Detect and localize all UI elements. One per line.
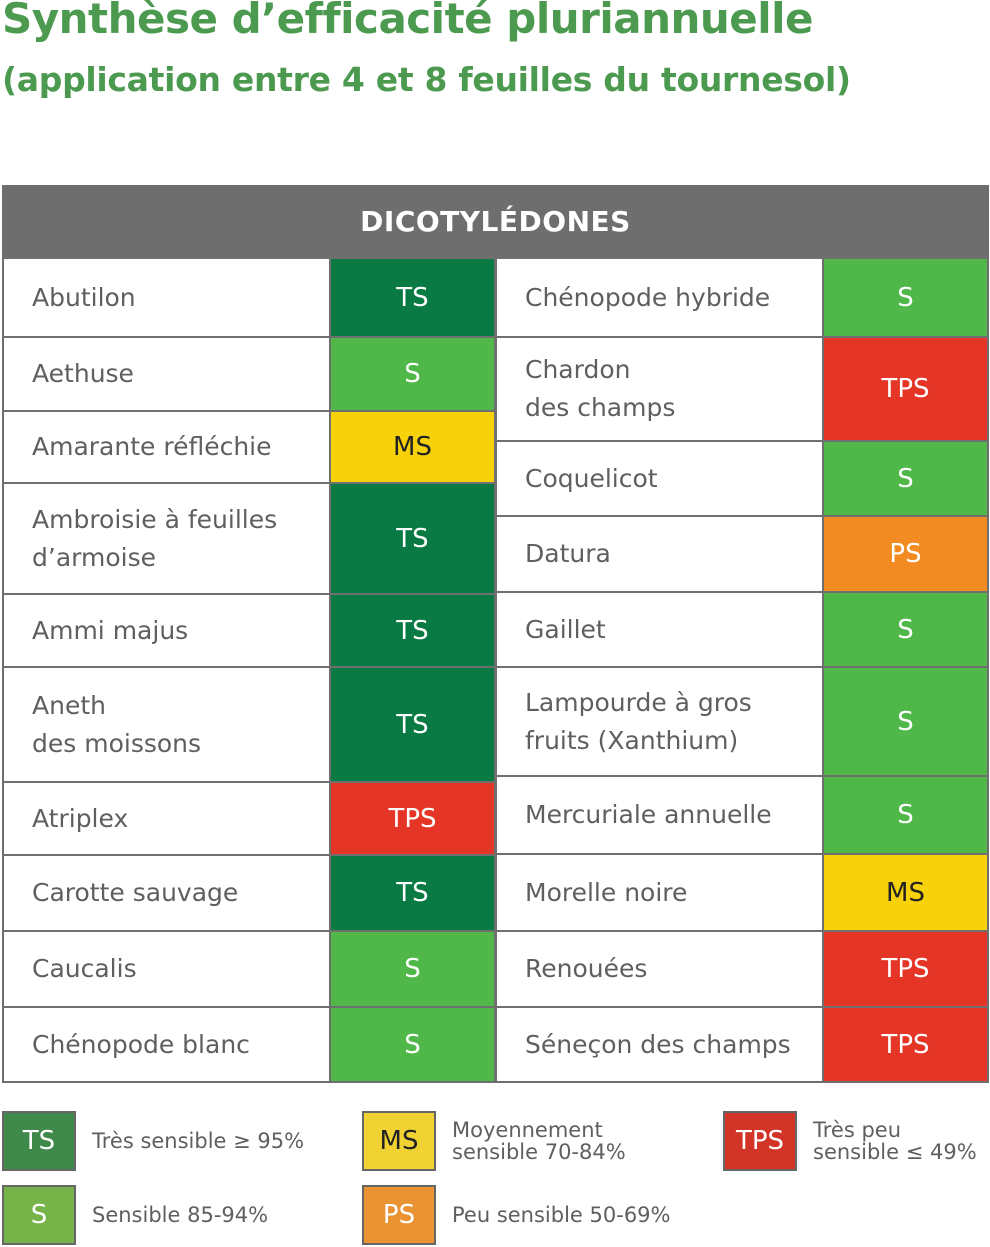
table-row: Renouées TPS: [495, 932, 989, 1008]
table-row: Aethuse S: [2, 338, 496, 412]
rating-badge: TPS: [824, 338, 989, 442]
table-row: Gaillet S: [495, 593, 989, 668]
rating-badge: TS: [331, 257, 496, 338]
rating-badge: S: [824, 257, 989, 338]
rating-badge: S: [824, 777, 989, 855]
rating-badge: TS: [331, 484, 496, 595]
legend-label: Sensible 85-94%: [92, 1203, 269, 1227]
rating-badge: S: [331, 338, 496, 412]
rating-badge: TS: [331, 668, 496, 783]
rating-badge: S: [331, 932, 496, 1008]
legend-label: Moyennement sensible 70-84%: [452, 1118, 626, 1164]
legend-label: Peu sensible 50-69%: [452, 1203, 671, 1227]
legend-code: TPS: [723, 1111, 797, 1171]
weed-name: Lampourde à gros fruits (Xanthium): [495, 668, 824, 777]
weed-name: Atriplex: [2, 783, 331, 856]
weed-name: Séneçon des champs: [495, 1008, 824, 1083]
weed-name: Coquelicot: [495, 442, 824, 517]
legend-code: PS: [362, 1185, 436, 1245]
table-row: Mercuriale annuelle S: [495, 777, 989, 855]
legend-label: Très sensible ≥ 95%: [92, 1129, 305, 1153]
table-row: Datura PS: [495, 517, 989, 593]
legend-item-ps: PS Peu sensible 50-69%: [362, 1185, 671, 1245]
table-row: Caucalis S: [2, 932, 496, 1008]
table-row: Chénopode blanc S: [2, 1008, 496, 1083]
weed-name: Chardon des champs: [495, 338, 824, 442]
weed-name: Mercuriale annuelle: [495, 777, 824, 855]
rating-badge: S: [824, 593, 989, 668]
weed-name: Morelle noire: [495, 855, 824, 932]
table-row: Aneth des moissons TS: [2, 668, 496, 783]
table-row: Séneçon des champs TPS: [495, 1008, 989, 1083]
page-title: Synthèse d’efficacité pluriannuelle: [2, 0, 814, 43]
table-row: Chénopode hybride S: [495, 257, 989, 338]
table-row: Ambroisie à feuilles d’armoise TS: [2, 484, 496, 595]
rating-badge: MS: [824, 855, 989, 932]
weed-name: Chénopode hybride: [495, 257, 824, 338]
legend-item-s: S Sensible 85-94%: [2, 1185, 268, 1245]
legend-item-tps: TPS Très peu sensible ≤ 49%: [723, 1111, 977, 1171]
rating-badge: TS: [331, 595, 496, 668]
rating-badge: S: [331, 1008, 496, 1083]
legend-item-ms: MS Moyennement sensible 70-84%: [362, 1111, 626, 1171]
rating-badge: TPS: [824, 932, 989, 1008]
legend-code: TS: [2, 1111, 76, 1171]
weed-name: Renouées: [495, 932, 824, 1008]
table-row: Ammi majus TS: [2, 595, 496, 668]
table-header: DICOTYLÉDONES: [2, 185, 989, 257]
legend-item-ts: TS Très sensible ≥ 95%: [2, 1111, 304, 1171]
rating-badge: S: [824, 668, 989, 777]
rating-badge: TPS: [824, 1008, 989, 1083]
rating-badge: MS: [331, 412, 496, 484]
weed-name: Carotte sauvage: [2, 856, 331, 932]
rating-badge: TPS: [331, 783, 496, 856]
left-column: Abutilon TS Aethuse S Amarante réfléchie MS…: [2, 257, 496, 1083]
rating-badge: TS: [331, 856, 496, 932]
table-row: Lampourde à gros fruits (Xanthium) S: [495, 668, 989, 777]
weed-name: Aethuse: [2, 338, 331, 412]
table-row: Abutilon TS: [2, 257, 496, 338]
rating-badge: S: [824, 442, 989, 517]
page-subtitle: (application entre 4 et 8 feuilles du to…: [2, 60, 851, 99]
weed-name: Abutilon: [2, 257, 331, 338]
weed-name: Ambroisie à feuilles d’armoise: [2, 484, 331, 595]
weed-name: Ammi majus: [2, 595, 331, 668]
right-column: Chénopode hybride S Chardon des champs TPS…: [495, 257, 989, 1083]
weed-name: Gaillet: [495, 593, 824, 668]
weed-name: Chénopode blanc: [2, 1008, 331, 1083]
table-row: Coquelicot S: [495, 442, 989, 517]
weed-name: Datura: [495, 517, 824, 593]
table-row: Morelle noire MS: [495, 855, 989, 932]
table-row: Chardon des champs TPS: [495, 338, 989, 442]
weed-name: Caucalis: [2, 932, 331, 1008]
table-row: Atriplex TPS: [2, 783, 496, 856]
weed-name: Amarante réfléchie: [2, 412, 331, 484]
table-row: Carotte sauvage TS: [2, 856, 496, 932]
legend-code: S: [2, 1185, 76, 1245]
legend-code: MS: [362, 1111, 436, 1171]
rating-badge: PS: [824, 517, 989, 593]
table-row: Amarante réfléchie MS: [2, 412, 496, 484]
legend-label: Très peu sensible ≤ 49%: [813, 1118, 977, 1164]
weed-name: Aneth des moissons: [2, 668, 331, 783]
